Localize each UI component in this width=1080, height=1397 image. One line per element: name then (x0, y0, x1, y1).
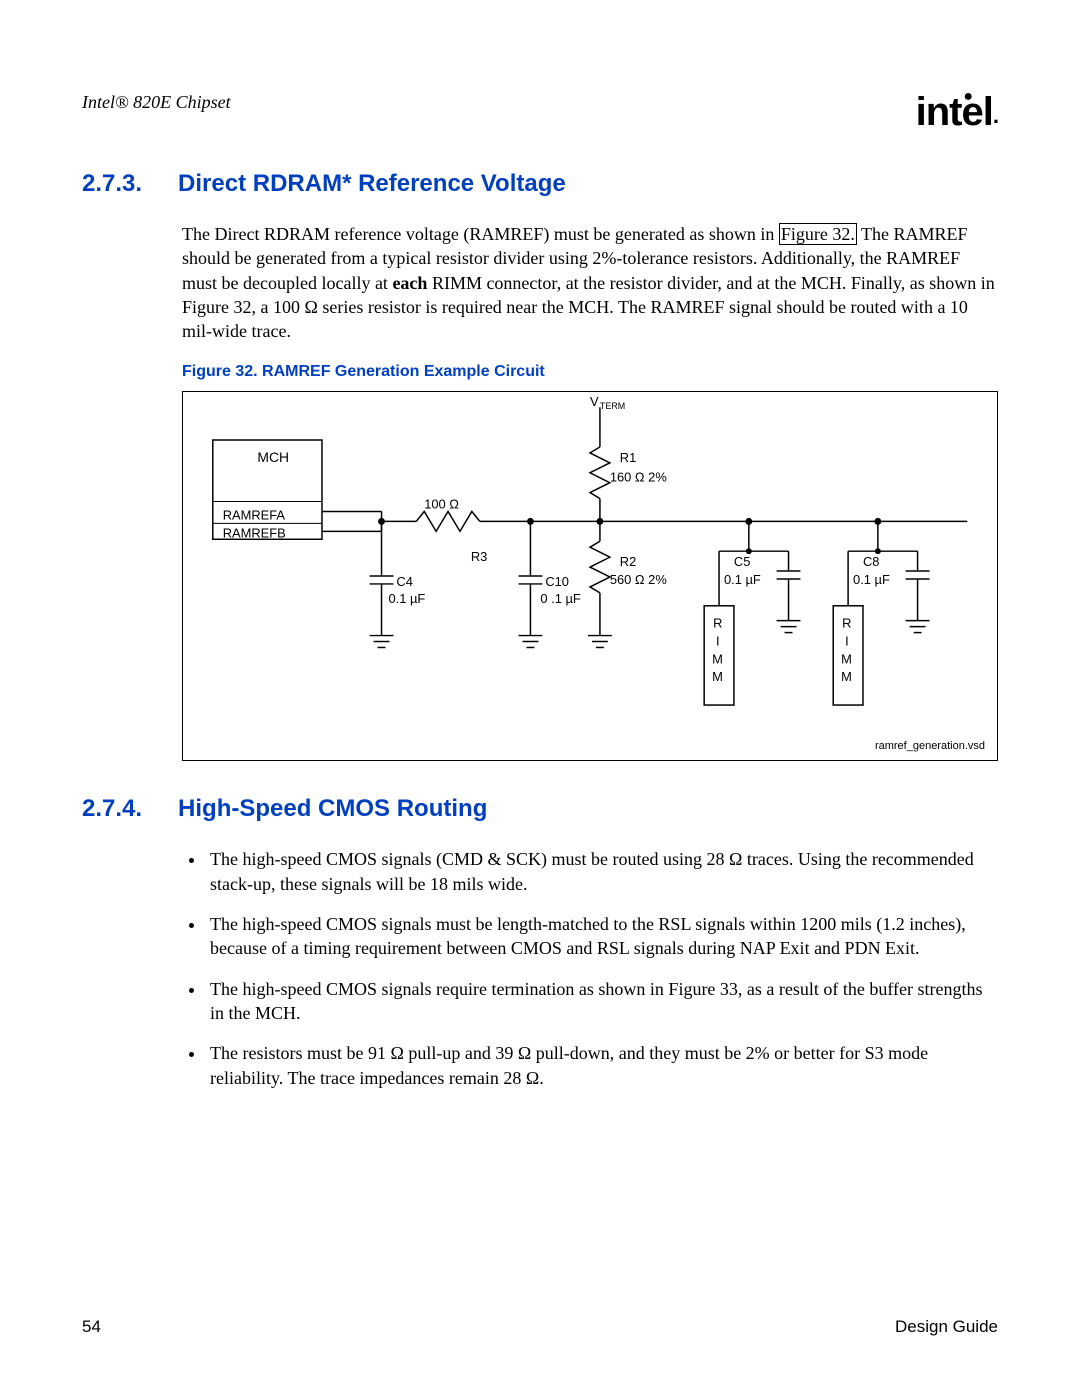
c8-value: 0.1 µF (853, 572, 890, 587)
bullet-item: The high-speed CMOS signals must be leng… (206, 912, 998, 961)
bullet-item: The resistors must be 91 Ω pull-up and 3… (206, 1041, 998, 1090)
section1-body: The Direct RDRAM reference voltage (RAMR… (182, 222, 998, 343)
c10-value: 0 .1 µF (540, 591, 581, 606)
page-content: 2.7.3. Direct RDRAM* Reference Voltage T… (82, 170, 998, 1106)
svg-text:M: M (841, 652, 852, 667)
section-heading-2: 2.7.4. High-Speed CMOS Routing (82, 795, 998, 823)
footer-right: Design Guide (895, 1317, 998, 1337)
svg-text:R: R (842, 616, 851, 631)
section-number-2: 2.7.4. (82, 795, 142, 823)
svg-text:V: V (590, 395, 599, 410)
r1-value: 160 Ω 2% (610, 470, 667, 485)
bullet-item: The high-speed CMOS signals (CMD & SCK) … (206, 847, 998, 896)
svg-text:I: I (716, 634, 720, 649)
page-header: Intel® 820E Chipset inte●l. (82, 68, 998, 113)
circuit-diagram: MCH RAMREFA RAMREFB 100 Ω R3 (182, 391, 998, 761)
page-number: 54 (82, 1317, 101, 1337)
svg-text:R: R (713, 616, 722, 631)
r3-label: R3 (471, 550, 487, 565)
r3-value-top: 100 Ω (424, 497, 459, 512)
r2-label: R2 (620, 555, 636, 570)
mch-label: MCH (257, 449, 289, 465)
section-number: 2.7.3. (82, 170, 142, 198)
figure-footnote: ramref_generation.vsd (875, 740, 985, 752)
section2-bullets: The high-speed CMOS signals (CMD & SCK) … (206, 847, 998, 1089)
c10-label: C10 (545, 574, 569, 589)
bullet-item: The high-speed CMOS signals require term… (206, 977, 998, 1026)
r2-value: 560 Ω 2% (610, 572, 667, 587)
section-title: Direct RDRAM* Reference Voltage (178, 170, 566, 198)
section-title-2: High-Speed CMOS Routing (178, 795, 487, 823)
doc-title: Intel® 820E Chipset (82, 92, 231, 113)
svg-text:M: M (712, 652, 723, 667)
svg-text:I: I (845, 634, 849, 649)
svg-text:TERM: TERM (600, 402, 625, 412)
c5-label: C5 (734, 555, 750, 570)
svg-text:M: M (841, 670, 852, 685)
page-footer: 54 Design Guide (82, 1317, 998, 1337)
ramrefa-label: RAMREFA (223, 508, 286, 523)
figure-link[interactable]: Figure 32. (779, 223, 857, 245)
section-heading-1: 2.7.3. Direct RDRAM* Reference Voltage (82, 170, 998, 198)
ramrefb-label: RAMREFB (223, 526, 286, 541)
c5-value: 0.1 µF (724, 572, 761, 587)
c4-value: 0.1 µF (388, 591, 425, 606)
c8-label: C8 (863, 555, 879, 570)
c4-label: C4 (396, 574, 412, 589)
r1-label: R1 (620, 450, 636, 465)
svg-text:M: M (712, 670, 723, 685)
intel-logo: inte●l. (916, 90, 998, 135)
figure-caption: Figure 32. RAMREF Generation Example Cir… (182, 363, 998, 381)
